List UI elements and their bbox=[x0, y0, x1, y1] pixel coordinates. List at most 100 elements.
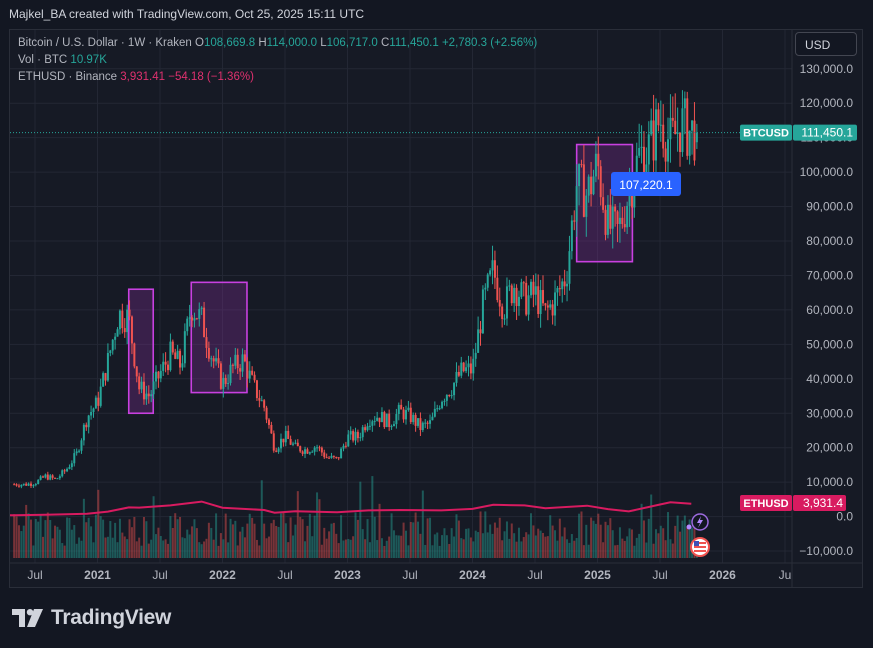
legend-eth-row[interactable]: ETHUSD · Binance 3,931.41 −54.18 (−1.36%… bbox=[18, 69, 537, 86]
volume-bar bbox=[582, 545, 585, 558]
legend-change: +2,780.3 (+2.56%) bbox=[441, 37, 538, 49]
currency-button[interactable]: USD bbox=[795, 32, 857, 56]
volume-bar bbox=[94, 514, 97, 558]
candle-body bbox=[97, 397, 100, 406]
candle-body bbox=[49, 475, 52, 480]
volume-bar bbox=[628, 528, 631, 558]
volume-bar bbox=[174, 513, 177, 558]
volume-bar bbox=[674, 525, 677, 558]
candle-body bbox=[554, 292, 557, 316]
candle-body bbox=[17, 485, 20, 487]
candle-body bbox=[61, 470, 64, 477]
volume-bar bbox=[349, 539, 352, 558]
volume-bar bbox=[147, 543, 150, 558]
volume-bar bbox=[179, 516, 182, 558]
legend-eth-label: ETHUSD · Binance bbox=[18, 71, 118, 83]
volume-bar bbox=[97, 489, 100, 558]
candle-body bbox=[248, 370, 251, 379]
volume-bar bbox=[99, 516, 102, 558]
volume-bar bbox=[659, 525, 662, 558]
volume-bar bbox=[215, 513, 218, 558]
highlight-box[interactable] bbox=[575, 143, 634, 263]
volume-bar bbox=[118, 518, 121, 558]
x-tick-label: Jul bbox=[152, 568, 167, 582]
candle-body bbox=[664, 148, 667, 162]
candle-body bbox=[654, 109, 657, 161]
legend-volume-row[interactable]: Vol · BTC 10.97K bbox=[18, 52, 537, 69]
candle-body bbox=[361, 427, 364, 438]
candle-body bbox=[227, 382, 230, 384]
candle-body bbox=[162, 361, 165, 371]
volume-bar bbox=[686, 527, 689, 558]
candle-body bbox=[575, 186, 578, 222]
eth-line[interactable] bbox=[9, 500, 692, 517]
volume-bar bbox=[352, 536, 355, 558]
candle-body bbox=[207, 347, 210, 359]
volume-bar bbox=[436, 532, 439, 558]
price-callout-box[interactable] bbox=[611, 172, 681, 196]
candle-body bbox=[491, 260, 494, 271]
ethusd-symbol-tag[interactable] bbox=[740, 495, 792, 511]
volume-bar bbox=[443, 528, 446, 558]
volume-bar bbox=[647, 518, 650, 558]
candle-body bbox=[126, 309, 129, 333]
candle-body bbox=[597, 153, 600, 167]
volume-bar bbox=[380, 538, 383, 558]
legend-close-label: C bbox=[380, 37, 390, 49]
volume-bar bbox=[130, 527, 133, 558]
highlight-box[interactable] bbox=[190, 281, 248, 394]
candle-body bbox=[22, 483, 25, 485]
volume-bar bbox=[145, 521, 148, 558]
volume-bar bbox=[390, 513, 393, 558]
candle-body bbox=[193, 318, 196, 321]
x-tick-label: Jul bbox=[277, 568, 292, 582]
volume-bar bbox=[337, 543, 340, 558]
volume-bar bbox=[474, 530, 477, 558]
volume-bar bbox=[404, 530, 407, 558]
volume-bar bbox=[493, 522, 496, 558]
candle-body bbox=[376, 417, 379, 421]
candle-body bbox=[352, 431, 355, 441]
ethusd-price-tag-value: 3,931.4 bbox=[803, 496, 843, 510]
candle-body bbox=[397, 404, 400, 414]
candle-body bbox=[606, 204, 609, 235]
legend-symbol-row[interactable]: Bitcoin / U.S. Dollar · 1W · Kraken O108… bbox=[18, 35, 537, 52]
tradingview-logo[interactable]: TradingView bbox=[12, 605, 171, 631]
volume-bar bbox=[392, 530, 395, 558]
candle-body bbox=[532, 281, 535, 295]
candle-body bbox=[515, 287, 518, 307]
candle-body bbox=[222, 377, 225, 389]
candle-body bbox=[441, 401, 444, 409]
volume-bar bbox=[445, 535, 448, 558]
candle-body bbox=[344, 445, 347, 447]
volume-bar bbox=[92, 542, 95, 558]
volume-bar bbox=[176, 519, 179, 558]
volume-bar bbox=[364, 539, 367, 558]
price-callout-text: 107,220.1 bbox=[619, 178, 673, 192]
volume-bar bbox=[457, 520, 460, 558]
candle-body bbox=[106, 353, 109, 381]
volume-bar bbox=[450, 528, 453, 558]
volume-bar bbox=[193, 519, 196, 558]
volume-bar bbox=[320, 544, 323, 558]
btcusd-symbol-tag[interactable] bbox=[740, 124, 792, 141]
candle-body bbox=[328, 457, 331, 459]
x-tick-label: 2026 bbox=[709, 568, 736, 582]
candle-body bbox=[592, 176, 595, 195]
ethusd-price-tag[interactable] bbox=[793, 495, 846, 511]
candle-body bbox=[340, 448, 343, 459]
candle-body bbox=[287, 430, 290, 439]
candle-body bbox=[544, 303, 547, 306]
volume-bar bbox=[44, 520, 47, 558]
y-tick-label: 60,000.0 bbox=[806, 303, 853, 317]
candle-body bbox=[373, 420, 376, 422]
candle-body bbox=[474, 352, 477, 359]
candle-body bbox=[229, 364, 232, 383]
btcusd-price-tag[interactable] bbox=[793, 124, 857, 141]
chart-frame[interactable] bbox=[9, 29, 863, 588]
volume-bar bbox=[116, 542, 119, 558]
candle-body bbox=[409, 407, 412, 423]
volume-bar bbox=[515, 541, 518, 558]
volume-bar bbox=[376, 540, 379, 558]
